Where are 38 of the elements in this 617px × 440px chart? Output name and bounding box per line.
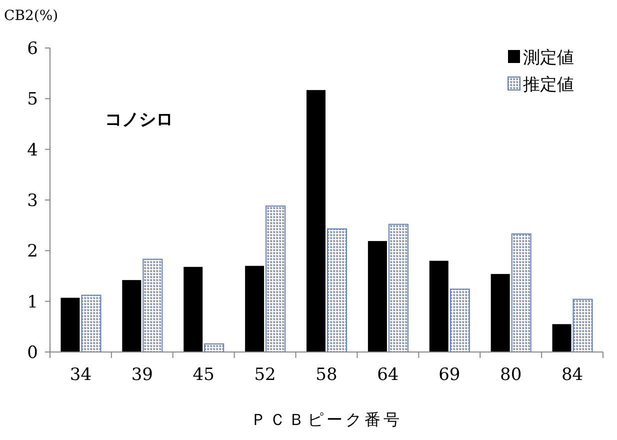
- bar: [327, 228, 347, 352]
- x-tick-label: 45: [192, 365, 214, 385]
- bar: [429, 260, 448, 352]
- bar: [122, 280, 142, 352]
- bar: [511, 233, 532, 352]
- bar: [572, 298, 593, 352]
- x-axis-title: ＰＣＢピーク番号: [250, 410, 402, 429]
- bar: [490, 274, 510, 352]
- legend-label: 推定値: [523, 75, 574, 95]
- x-tick-label: 58: [316, 365, 338, 385]
- x-tick-label: 64: [377, 365, 399, 385]
- bar: [450, 288, 470, 352]
- bar: [552, 324, 572, 352]
- y-tick-label: 0: [27, 343, 38, 363]
- bar: [60, 298, 80, 352]
- x-tick-label: 69: [438, 365, 460, 385]
- y-axis-title: CB2(%): [4, 8, 58, 24]
- bar: [388, 224, 408, 352]
- bar: [81, 294, 102, 352]
- y-tick-label: 1: [27, 292, 38, 312]
- bar: [245, 266, 264, 352]
- bar: [142, 258, 163, 352]
- x-tick-label: 80: [500, 365, 522, 385]
- bar: [184, 266, 203, 352]
- annotation: コノシロ: [105, 110, 173, 130]
- y-tick-label: 4: [27, 140, 38, 160]
- x-tick-label: 34: [70, 365, 92, 385]
- y-tick-label: 6: [27, 39, 38, 59]
- bar: [368, 241, 387, 352]
- x-tick-label: 39: [131, 365, 153, 385]
- y-tick-label: 5: [27, 90, 38, 110]
- y-tick-label: 3: [27, 191, 38, 211]
- legend-label: 測定値: [523, 48, 574, 68]
- bar: [266, 206, 286, 352]
- bar: [306, 90, 326, 352]
- x-tick-label: 52: [254, 365, 276, 385]
- x-tick-label: 84: [561, 365, 584, 385]
- y-tick-label: 2: [27, 242, 38, 262]
